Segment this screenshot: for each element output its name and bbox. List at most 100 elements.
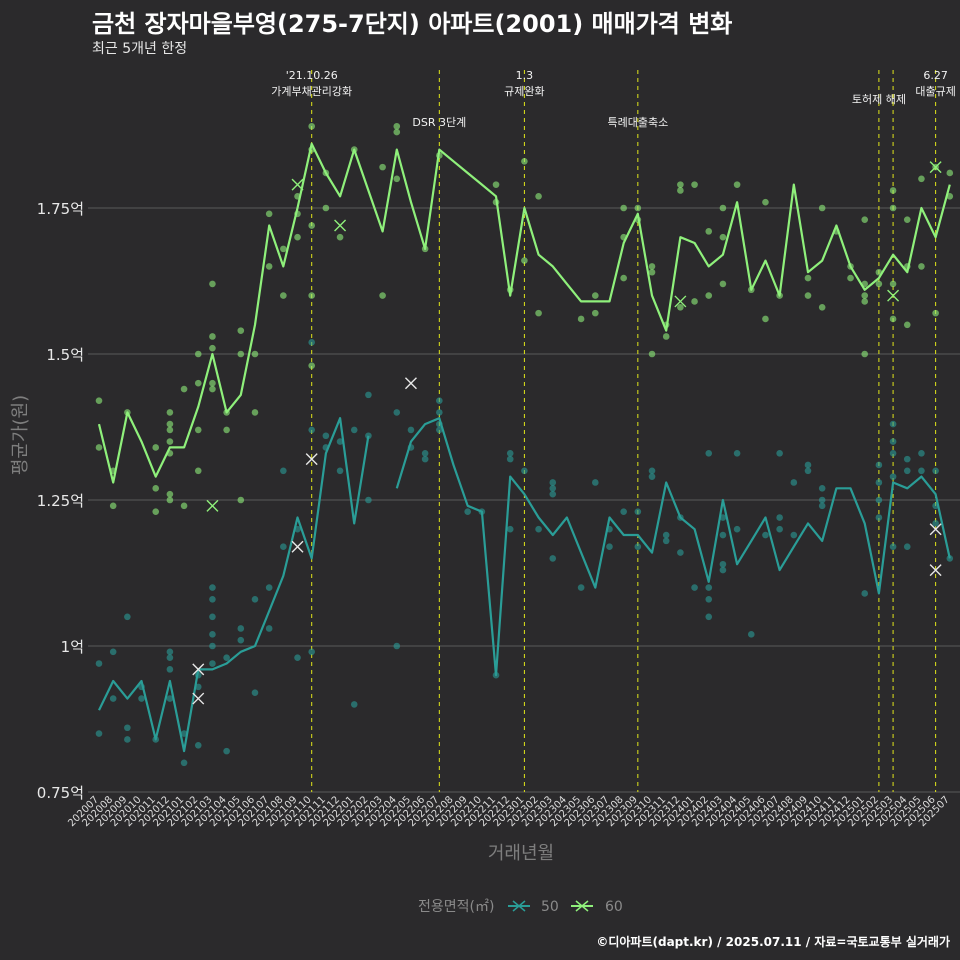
data-point-50 (109, 695, 117, 702)
cross-marker-50 (291, 540, 304, 553)
data-point-60 (861, 292, 869, 299)
data-point-50 (903, 543, 911, 551)
y-axis-label: 평균가(원) (10, 395, 31, 475)
data-point-50 (124, 613, 131, 621)
data-point-60 (762, 198, 769, 206)
data-point-50 (308, 339, 316, 346)
data-point-50 (209, 631, 216, 638)
data-point-50 (265, 625, 273, 632)
y-tick-label: 1.75억 (37, 200, 84, 218)
data-point-60 (705, 228, 713, 235)
data-point-60 (308, 122, 316, 130)
data-point-60 (237, 327, 245, 334)
y-tick-label: 1.5억 (46, 346, 84, 364)
data-point-60 (719, 280, 727, 288)
data-point-60 (521, 257, 528, 264)
data-point-60 (577, 315, 585, 323)
data-point-50 (634, 543, 642, 551)
data-point-60 (209, 344, 216, 352)
data-point-60 (237, 350, 245, 358)
cross-layer (192, 161, 942, 705)
data-point-60 (492, 181, 500, 188)
data-point-50 (889, 420, 897, 428)
data-point-60 (705, 292, 713, 299)
data-point-50 (648, 473, 656, 480)
data-point-60 (280, 292, 287, 299)
data-point-50 (350, 701, 358, 708)
data-point-60 (861, 350, 869, 358)
data-point-50 (464, 508, 471, 515)
data-point-50 (733, 449, 741, 457)
y-axis: 0.75억 1억 1.25억 1.5억 1.75억 (37, 200, 84, 802)
data-point-60 (166, 438, 174, 445)
x-axis: 2020072020082020092020102020112020122021… (66, 794, 952, 829)
data-point-60 (166, 420, 174, 428)
data-point-60 (308, 292, 316, 299)
cross-marker-60 (334, 219, 347, 232)
data-point-50 (691, 584, 698, 591)
data-point-50 (166, 654, 174, 661)
data-point-60 (677, 181, 684, 188)
data-point-50 (506, 525, 514, 533)
data-point-50 (436, 397, 443, 405)
legend-item-50: 50 (508, 899, 559, 915)
data-point-50 (762, 531, 769, 539)
data-point-50 (280, 467, 287, 475)
data-point-60 (648, 350, 656, 358)
data-point-60 (875, 280, 883, 288)
data-point-50 (308, 648, 316, 656)
data-point-60 (379, 292, 386, 299)
data-point-50 (677, 549, 684, 556)
data-point-60 (95, 397, 103, 405)
legend-item-60: 60 (571, 899, 623, 915)
data-point-50 (592, 479, 599, 486)
cross-marker-50 (305, 453, 318, 466)
data-point-50 (662, 531, 670, 539)
data-point-50 (932, 520, 939, 527)
y-tick-label: 1억 (61, 638, 84, 656)
data-point-50 (138, 695, 145, 702)
event-label: 1.3 규제완화 (504, 69, 544, 98)
data-point-50 (265, 584, 273, 591)
data-point-60 (265, 263, 273, 270)
data-point-50 (719, 566, 727, 574)
data-point-60 (592, 292, 599, 299)
cross-marker-50 (404, 377, 417, 390)
data-point-60 (918, 263, 925, 270)
data-point-50 (889, 543, 897, 551)
data-point-50 (421, 449, 429, 457)
cross-marker-50 (929, 564, 942, 577)
data-point-50 (577, 584, 585, 591)
data-point-50 (705, 613, 713, 621)
data-point-50 (535, 525, 542, 533)
data-point-50 (705, 449, 713, 457)
series-line-50 (395, 417, 951, 677)
data-point-50 (662, 537, 670, 545)
data-point-60 (691, 298, 698, 305)
data-point-50 (251, 689, 259, 697)
y-tick-label: 0.75억 (37, 784, 84, 802)
cross-marker-50 (192, 692, 205, 705)
data-point-50 (180, 759, 188, 767)
series-line-60 (97, 142, 951, 484)
legend-label-50: 50 (541, 899, 559, 915)
data-point-60 (535, 309, 542, 317)
data-point-50 (251, 595, 259, 603)
data-point-50 (95, 660, 103, 667)
data-point-60 (932, 309, 939, 317)
data-point-60 (209, 385, 216, 393)
data-point-50 (719, 531, 727, 539)
data-point-60 (166, 490, 174, 498)
data-point-50 (322, 432, 330, 440)
data-point-60 (265, 210, 273, 218)
data-point-50 (875, 496, 883, 504)
data-point-50 (124, 736, 131, 743)
data-point-50 (804, 461, 812, 469)
data-point-60 (818, 204, 826, 212)
data-point-50 (209, 642, 216, 650)
data-point-60 (166, 426, 174, 434)
data-point-50 (336, 467, 344, 475)
data-point-50 (918, 449, 925, 457)
data-point-50 (109, 648, 117, 656)
